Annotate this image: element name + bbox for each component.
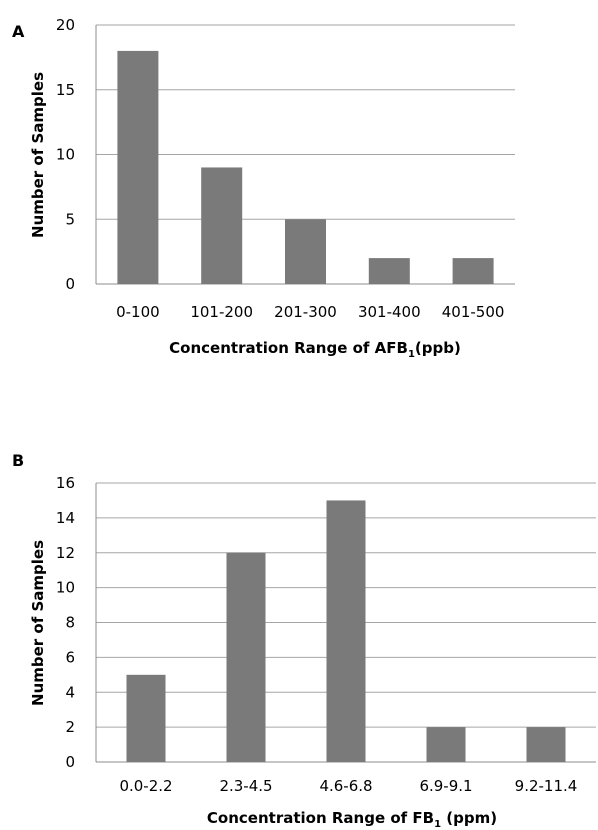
y-tick-label: 6 [65,648,75,666]
y-tick-label: 0 [65,275,75,293]
x-tick-label: 6.9-9.1 [419,777,472,795]
bar-201-300 [285,219,326,284]
x-tick-label: 0.0-2.2 [119,777,172,795]
y-axis-title-a: Number of Samples [29,72,47,238]
y-tick-labels-b: 0 2 4 6 8 10 12 14 16 [56,474,75,771]
bar-4.6-6.8 [326,500,366,762]
x-tick-labels-a: 0-100 101-200 201-300 301-400 401-500 [116,303,504,321]
x-tick-label: 101-200 [190,303,253,321]
bar-2.3-4.5 [226,552,266,762]
x-tick-labels-b: 0.0-2.2 2.3-4.5 4.6-6.8 6.9-9.1 9.2-11.4 [119,777,577,795]
bar-0-100 [117,50,159,285]
y-tick-label: 0 [65,753,75,771]
y-tick-label: 10 [56,579,75,597]
x-tick-label: 401-500 [442,303,505,321]
panel-label-a: A [12,22,25,41]
y-tick-label: 20 [56,16,75,34]
bar-0.0-2.2 [126,674,166,762]
y-tick-labels-a: 0 5 10 15 20 [56,16,75,293]
y-tick-label: 15 [56,81,75,99]
x-tick-label: 201-300 [274,303,337,321]
bar-401-500 [452,258,494,284]
y-tick-label: 4 [65,683,75,701]
x-tick-label: 301-400 [358,303,421,321]
panel-label-b: B [12,451,24,470]
bar-101-200 [201,167,243,284]
y-tick-label: 8 [65,614,75,632]
y-tick-label: 10 [56,146,75,164]
y-tick-label: 16 [56,474,75,492]
y-tick-label: 5 [65,210,75,228]
bars-b [126,500,566,762]
y-axis-title-b: Number of Samples [29,540,47,706]
bar-9.2-11.4 [526,727,566,762]
bars-a [117,50,494,285]
y-tick-label: 14 [56,509,75,527]
y-tick-label: 12 [56,544,75,562]
x-tick-label: 0-100 [116,303,160,321]
chart-panel-a: A 0 5 10 15 20 0-100 101-200 201-300 301-400 401… [12,16,515,360]
bar-301-400 [368,258,410,284]
x-tick-label: 9.2-11.4 [515,777,578,795]
y-tick-label: 2 [65,718,75,736]
x-tick-label: 2.3-4.5 [219,777,272,795]
bar-6.9-9.1 [426,727,466,762]
x-axis-title-b: Concentration Range of FB1 (ppm) [207,809,497,830]
x-tick-label: 4.6-6.8 [319,777,372,795]
x-axis-title-a: Concentration Range of AFB1(ppb) [169,339,461,360]
chart-panel-b: B 0 2 4 6 8 10 12 14 16 0.0-2.2 2.3-4.5 4.6-6.8 6.9… [12,451,596,830]
